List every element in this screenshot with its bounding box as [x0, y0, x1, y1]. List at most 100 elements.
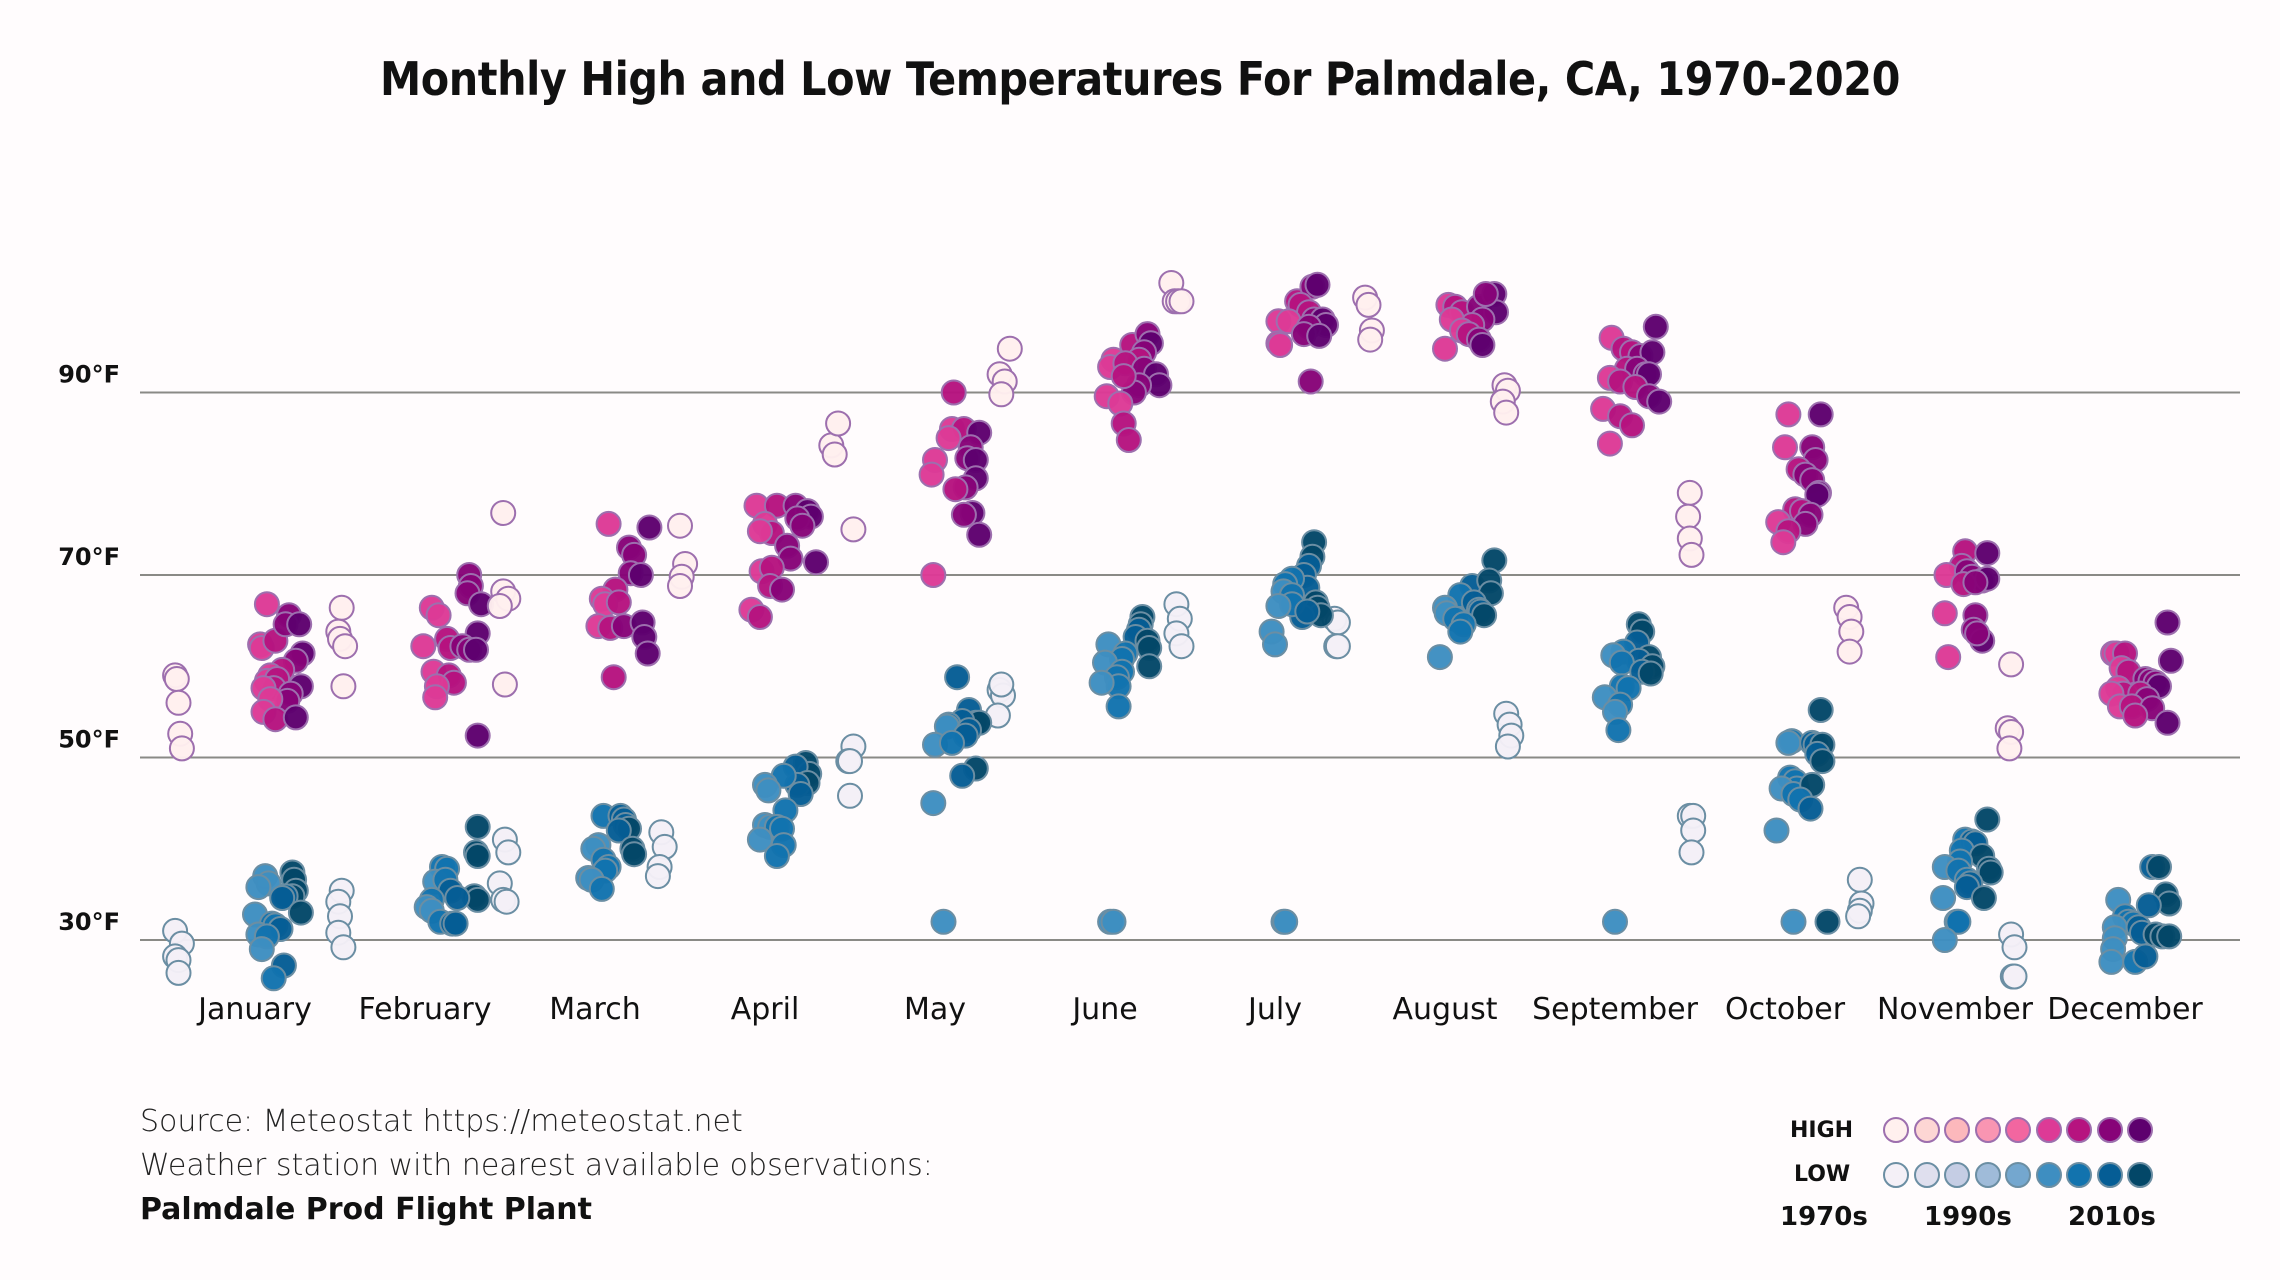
gridlines	[140, 391, 2240, 941]
low-point	[2156, 923, 2183, 950]
high-point	[667, 512, 693, 539]
legend-high-swatch	[2096, 1117, 2123, 1143]
high-point	[840, 516, 867, 543]
low-point	[444, 885, 471, 911]
high-point	[996, 335, 1023, 362]
low-point	[165, 959, 192, 986]
legend-high-swatch	[2035, 1117, 2062, 1143]
high-point	[1770, 529, 1797, 556]
low-point	[1680, 817, 1707, 844]
high-point	[1619, 412, 1645, 439]
high-point	[328, 594, 355, 621]
low-point	[330, 934, 357, 961]
high-point	[1676, 479, 1703, 506]
low-point	[2135, 892, 2162, 919]
low-point	[588, 875, 615, 902]
low-point	[464, 813, 491, 840]
high-point	[1432, 335, 1458, 362]
low-point	[1977, 859, 2004, 886]
legend-low-swatch	[1883, 1162, 1909, 1188]
high-point	[942, 476, 969, 503]
low-point	[269, 885, 296, 911]
low-point	[1845, 903, 1872, 930]
low-point	[1809, 748, 1836, 775]
x-tick-label: January	[196, 992, 312, 1027]
high-point	[425, 602, 452, 629]
high-point	[918, 461, 945, 488]
legend-high-swatch	[2127, 1117, 2153, 1143]
high-point	[1306, 322, 1333, 349]
low-point	[442, 910, 469, 937]
x-tick-label: February	[359, 992, 492, 1027]
high-point	[789, 512, 816, 539]
y-tick-label: 50°F	[58, 726, 120, 754]
low-point	[787, 781, 814, 807]
legend-decade-1970s: 1970s	[1780, 1202, 1868, 1232]
high-point	[253, 591, 280, 618]
high-point	[2154, 709, 2181, 736]
high-point	[1596, 430, 1623, 457]
high-point	[332, 633, 359, 660]
high-point	[330, 673, 357, 700]
legend-high-swatch	[2066, 1117, 2092, 1143]
high-point	[966, 521, 993, 548]
high-point	[1304, 271, 1331, 298]
x-tick-label: November	[1877, 992, 2034, 1027]
low-point	[1168, 633, 1195, 660]
high-point	[950, 501, 977, 528]
low-point	[1324, 633, 1351, 660]
high-point	[1355, 291, 1382, 318]
low-point	[837, 782, 863, 809]
legend: HIGH LOW 1970s 1990s 2010s	[1780, 1110, 2240, 1240]
high-point	[803, 549, 829, 576]
low-point	[2001, 963, 2028, 990]
legend-high-swatch	[1944, 1117, 1970, 1143]
high-point	[1168, 288, 1195, 315]
high-point	[1996, 735, 2023, 762]
high-point	[1115, 427, 1142, 453]
high-point	[422, 684, 449, 711]
low-point	[1136, 653, 1163, 680]
high-point	[490, 500, 517, 526]
legend-decade-2010s: 2010s	[2068, 1202, 2156, 1232]
high-point	[1646, 388, 1673, 415]
high-point	[1472, 281, 1499, 307]
source-note: Source: Meteostat https://meteostat.net …	[140, 1100, 933, 1232]
legend-high-swatch	[1974, 1117, 2001, 1143]
low-point	[1945, 908, 1972, 935]
low-point	[920, 790, 947, 817]
source-line: Source: Meteostat https://meteostat.net	[140, 1104, 743, 1139]
high-point	[1297, 368, 1324, 395]
high-point	[940, 379, 967, 406]
high-point	[1267, 332, 1294, 358]
legend-low-swatch	[1913, 1162, 1940, 1188]
low-point	[939, 729, 965, 756]
x-tick-label: July	[1246, 992, 1302, 1027]
low-point	[755, 777, 782, 804]
low-point	[1272, 908, 1299, 935]
low-point	[1100, 908, 1127, 935]
low-series	[162, 529, 2183, 992]
high-point	[1807, 401, 1834, 428]
low-point	[1930, 885, 1957, 911]
high-point	[636, 514, 663, 541]
high-point	[667, 573, 693, 599]
high-point	[1962, 569, 1989, 596]
legend-low-swatch	[2005, 1162, 2031, 1188]
low-point	[1605, 717, 1632, 744]
y-axis-ticks: 30°F 50°F 70°F 90°F	[58, 361, 120, 937]
low-point	[763, 843, 790, 869]
high-point	[410, 633, 437, 660]
legend-high-swatch	[1883, 1117, 1909, 1143]
legend-low-swatch	[2127, 1162, 2153, 1188]
low-point	[949, 762, 976, 789]
high-point	[286, 611, 313, 638]
low-point	[1846, 866, 1873, 893]
y-tick-label: 90°F	[58, 361, 120, 389]
high-point	[463, 636, 489, 663]
high-point	[491, 671, 518, 698]
high-point	[627, 562, 654, 588]
high-point	[600, 664, 627, 691]
x-tick-label: September	[1532, 992, 1698, 1027]
legend-high-swatch	[2005, 1117, 2031, 1143]
